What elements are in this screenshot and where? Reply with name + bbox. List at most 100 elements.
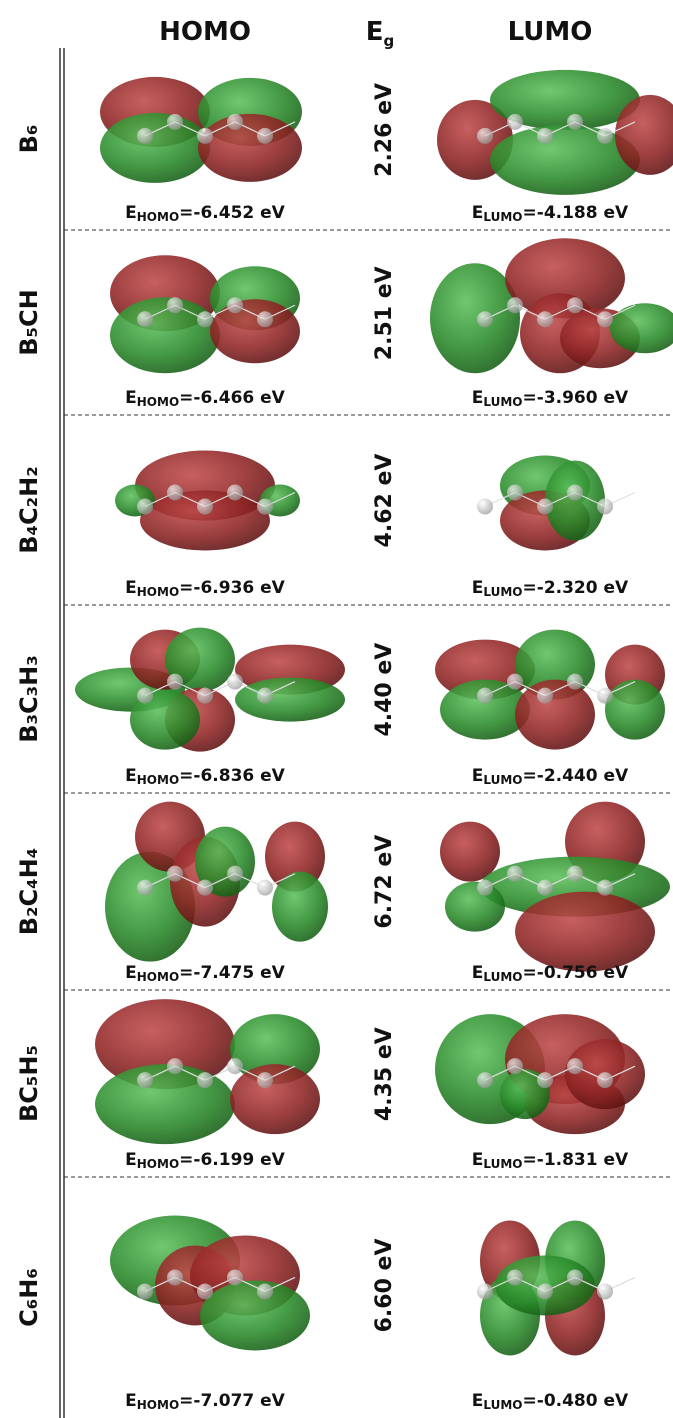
energy-subscript: LUMO xyxy=(483,1398,522,1412)
energy-value: =-4.188 eV xyxy=(523,203,630,223)
atom xyxy=(477,1283,493,1300)
orbital-lobe xyxy=(210,299,300,364)
atom xyxy=(167,673,183,690)
atom xyxy=(597,687,613,704)
homo-orbital xyxy=(75,627,345,752)
orbital-lobe xyxy=(165,627,235,692)
energy-label: EHOMO=-7.475 eV xyxy=(125,963,286,984)
energy-label: ELUMO=-4.188 eV xyxy=(472,203,629,224)
atom xyxy=(537,687,553,704)
atom xyxy=(477,879,493,896)
homo-orbital xyxy=(110,1215,310,1351)
atom xyxy=(537,311,553,328)
energy-subscript: LUMO xyxy=(483,210,522,224)
orbital-lobe xyxy=(445,881,505,932)
orbital-lobe xyxy=(615,94,673,175)
atom xyxy=(167,865,183,882)
lumo-orbital xyxy=(477,1220,636,1356)
energy-subscript: LUMO xyxy=(483,970,522,984)
atom xyxy=(567,865,583,882)
atom xyxy=(507,865,523,882)
energy-value: =-6.452 eV xyxy=(179,203,286,223)
lumo-orbital xyxy=(430,238,673,374)
atom xyxy=(257,1283,273,1300)
atom xyxy=(257,1072,273,1089)
atom xyxy=(137,1072,153,1089)
atom xyxy=(477,1072,493,1089)
energy-value: =-0.480 eV xyxy=(523,1391,630,1411)
gap-header: Eg xyxy=(366,17,395,50)
homo-orbital xyxy=(105,801,328,962)
atom xyxy=(137,879,153,896)
energy-gap: 4.40 eV xyxy=(372,643,397,737)
energy-label: EHOMO=-6.936 eV xyxy=(125,578,286,599)
orbital-lobe xyxy=(198,113,302,182)
homo-header: HOMO xyxy=(159,17,251,47)
atom xyxy=(257,687,273,704)
energy-label: EHOMO=-6.452 eV xyxy=(125,203,286,224)
atom xyxy=(537,127,553,144)
atom xyxy=(507,113,523,130)
energy-value: =-7.475 eV xyxy=(179,963,286,983)
energy-label: EHOMO=-6.836 eV xyxy=(125,766,286,787)
orbital-lobe xyxy=(110,297,220,374)
molecule-label: B₃C₃H₃ xyxy=(15,655,43,743)
atom xyxy=(597,498,613,515)
energy-value: =-2.440 eV xyxy=(523,766,630,786)
energy-symbol: E xyxy=(472,203,484,223)
energy-subscript: LUMO xyxy=(483,773,522,787)
energy-value: =-1.831 eV xyxy=(523,1150,630,1170)
lumo-orbital xyxy=(435,629,665,750)
energy-symbol: E xyxy=(125,388,137,408)
orbital-lobe xyxy=(430,263,520,374)
atom xyxy=(137,127,153,144)
molecule-label: BC₅H₅ xyxy=(15,1045,43,1122)
energy-symbol: E xyxy=(125,203,137,223)
orbital-lobe xyxy=(515,679,595,750)
molecule-label: B₅CH xyxy=(15,289,43,356)
atom xyxy=(567,1269,583,1286)
energy-symbol: E xyxy=(472,578,484,598)
energy-label: EHOMO=-6.199 eV xyxy=(125,1150,286,1171)
atom xyxy=(537,879,553,896)
energy-value: =-6.936 eV xyxy=(179,578,286,598)
energy-symbol: E xyxy=(125,1150,137,1170)
energy-value: =-7.077 eV xyxy=(179,1391,286,1411)
lumo-orbital xyxy=(435,1014,645,1135)
atom xyxy=(167,1269,183,1286)
atom xyxy=(227,673,243,690)
orbital-lobe xyxy=(605,679,665,740)
atom xyxy=(227,865,243,882)
orbital-lobe xyxy=(140,490,270,551)
atom xyxy=(507,297,523,314)
energy-label: EHOMO=-7.077 eV xyxy=(125,1391,286,1412)
atom xyxy=(167,113,183,130)
atom xyxy=(537,1072,553,1089)
energy-label: ELUMO=-0.480 eV xyxy=(472,1391,629,1412)
energy-gap: 2.26 eV xyxy=(372,83,397,177)
atom xyxy=(597,127,613,144)
atom xyxy=(257,879,273,896)
energy-label: ELUMO=-2.320 eV xyxy=(472,578,629,599)
atom xyxy=(567,484,583,501)
molecule-label: C₆H₆ xyxy=(15,1268,43,1327)
energy-label: ELUMO=-0.756 eV xyxy=(472,963,629,984)
energy-value: =-6.836 eV xyxy=(179,766,286,786)
molecule-label: B₆ xyxy=(15,125,43,154)
energy-gap: 4.35 eV xyxy=(372,1027,397,1121)
atom xyxy=(477,127,493,144)
energy-subscript: LUMO xyxy=(483,395,522,409)
atom xyxy=(257,498,273,515)
energy-subscript: HOMO xyxy=(137,1157,179,1171)
atom xyxy=(507,1058,523,1075)
atom xyxy=(227,297,243,314)
atom xyxy=(227,484,243,501)
atom xyxy=(227,113,243,130)
atom xyxy=(507,1269,523,1286)
lumo-orbital xyxy=(440,801,670,972)
energy-gap: 6.60 eV xyxy=(372,1239,397,1333)
atom xyxy=(567,1058,583,1075)
energy-subscript: HOMO xyxy=(137,210,179,224)
energy-label: EHOMO=-6.466 eV xyxy=(125,388,286,409)
